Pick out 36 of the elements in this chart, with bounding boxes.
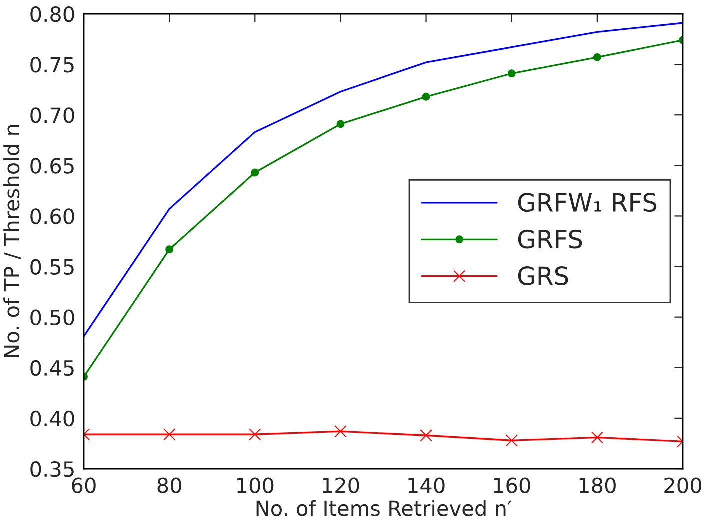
legend-label: GRFS [518,230,582,249]
legend-label: GRS [518,266,568,286]
y-tick-label: 0.35 [30,461,74,478]
y-tick-label: 0.50 [30,310,74,326]
y-tick-label: 0.80 [30,6,74,22]
y-tick-label: 0.45 [30,360,74,376]
line-series [84,22,683,338]
x-tick-label: 80 [158,478,182,494]
point [251,168,260,177]
x-tick-label: 60 [72,478,96,494]
point [508,70,516,78]
x-tick-label: 180 [580,478,616,494]
y-tick-label: 0.65 [30,158,74,174]
point [334,426,347,438]
point [336,120,345,128]
point [249,428,262,441]
point [593,53,602,62]
legend-label: GRFW₁ RFS [518,193,657,212]
point [166,246,174,254]
y-tick-label: 0.75 [30,57,74,73]
point [163,428,176,441]
y-tick-label: 0.40 [30,410,74,427]
x-axis-title: No. of Items Retrieved n′ [256,500,512,516]
y-tick-label: 0.60 [30,208,74,224]
y-axis-title: No. of TP / Threshold n [4,125,22,358]
x-tick-label: 160 [494,478,530,494]
x-tick-label: 100 [238,478,274,494]
point [422,92,430,101]
x-tick-label: 140 [408,478,445,494]
y-tick-label: 0.55 [30,259,74,275]
x-tick-label: 120 [323,478,360,494]
point [591,432,604,444]
y-tick-label: 0.70 [30,108,74,124]
point [506,434,518,447]
point [420,430,432,442]
x-tick-label: 200 [664,478,702,494]
